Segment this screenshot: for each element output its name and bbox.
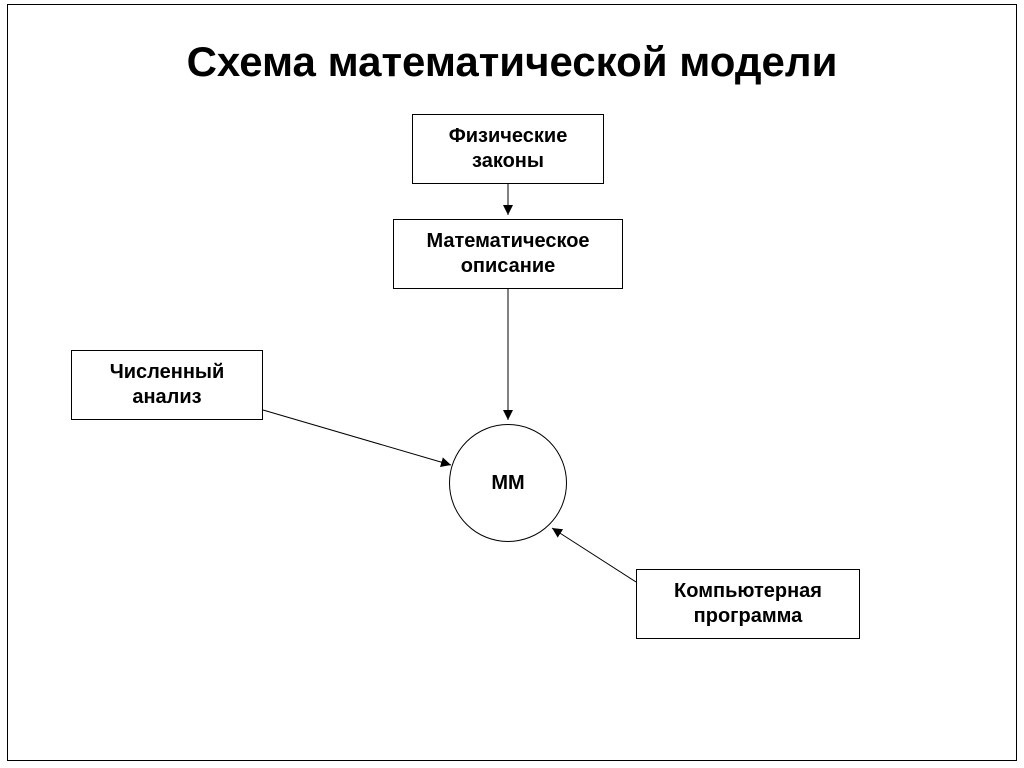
node-phys: Физические законы xyxy=(412,114,604,184)
node-comp: Компьютерная программа xyxy=(636,569,860,639)
page-title: Схема математической модели xyxy=(0,38,1024,86)
node-mm: ММ xyxy=(449,424,567,542)
node-numer: Численный анализ xyxy=(71,350,263,420)
node-math: Математическое описание xyxy=(393,219,623,289)
